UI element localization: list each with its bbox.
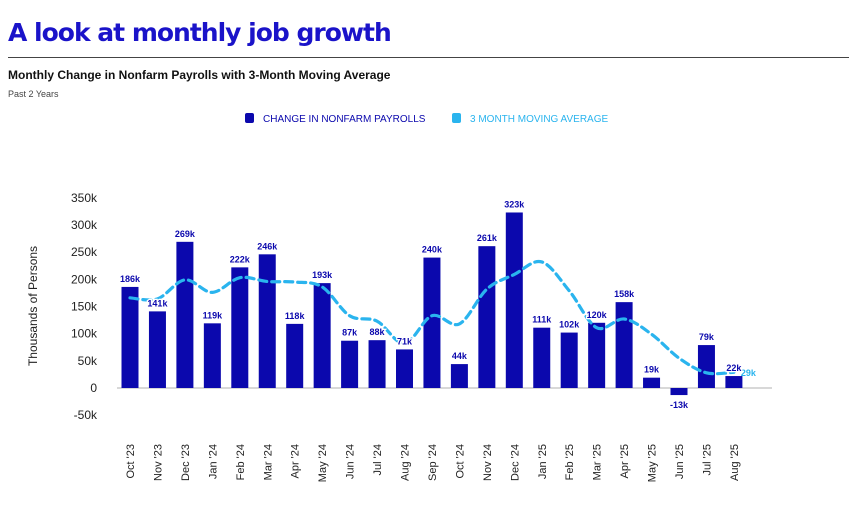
chart-period: Past 2 Years (8, 89, 59, 99)
bar-data-label: 88k (370, 327, 386, 337)
bar (176, 241, 194, 388)
x-tick-label: Oct '23 (125, 444, 137, 479)
x-tick-label: Oct '24 (454, 444, 466, 479)
legend-bar-swatch (245, 113, 254, 123)
bar (368, 340, 386, 388)
x-tick-label: May '24 (317, 444, 329, 482)
legend-bar-label: CHANGE IN NONFARM PAYROLLS (263, 114, 426, 125)
y-tick-label: -50k (74, 408, 98, 422)
x-tick-label: Nov '24 (482, 444, 494, 481)
bar (313, 283, 331, 388)
bar-data-label: 323k (504, 199, 525, 209)
bar-data-label: 44k (452, 351, 468, 361)
x-tick-label: Jul '24 (372, 444, 384, 475)
bar-data-label: 246k (257, 241, 278, 251)
bar (588, 322, 606, 388)
x-tick-label: May '25 (647, 444, 659, 482)
x-tick-label: Apr '25 (619, 444, 631, 479)
bar (148, 311, 166, 388)
x-tick-label: Jul '25 (701, 444, 713, 475)
y-tick-label: 250k (71, 245, 98, 259)
y-tick-label: 150k (71, 299, 98, 313)
bar-data-label: 120k (587, 310, 608, 320)
bar (533, 327, 551, 388)
bar (615, 302, 633, 388)
moving-average-end-label: 29k (741, 368, 757, 378)
chart-subtitle: Monthly Change in Nonfarm Payrolls with … (8, 68, 391, 82)
bar (560, 332, 578, 388)
bar-data-label: 79k (699, 332, 715, 342)
bar (670, 388, 688, 396)
y-tick-label: 50k (78, 354, 98, 368)
bar-data-label: 261k (477, 233, 498, 243)
legend-line-swatch (452, 113, 461, 123)
x-tick-label: Jun '25 (674, 444, 686, 479)
bar-data-label: 102k (559, 320, 580, 330)
bar-data-label: 22k (726, 363, 742, 373)
x-tick-label: Feb '25 (564, 444, 576, 480)
y-tick-label: 300k (71, 218, 98, 232)
y-tick-label: 200k (71, 272, 98, 286)
x-tick-label: Jun '24 (345, 444, 357, 479)
bar (505, 212, 523, 388)
moving-average-series: 29k (128, 259, 757, 378)
bar (725, 376, 743, 388)
bar (643, 377, 661, 388)
bar (341, 340, 359, 388)
bar-data-label: 240k (422, 245, 443, 255)
bar-data-label: 222k (230, 254, 251, 264)
bar-data-label: 269k (175, 229, 196, 239)
x-axis: Oct '23 Nov '23 Dec '23 Jan '24 Feb '24 Mar '… (125, 444, 741, 482)
bar (286, 323, 304, 388)
x-tick-label: Mar '24 (262, 444, 274, 480)
bar-series (121, 212, 743, 396)
x-tick-label: Feb '24 (235, 444, 247, 480)
bar-data-label: 87k (342, 328, 358, 338)
bar-data-label: 186k (120, 274, 141, 284)
x-tick-label: Mar '25 (592, 444, 604, 480)
bar (203, 323, 221, 388)
chart-legend: CHANGE IN NONFARM PAYROLLS 3 MONTH MOVIN… (245, 113, 608, 125)
bar-data-label: 119k (203, 310, 224, 320)
title-divider (8, 57, 849, 58)
bar-data-labels: 186k 141k 269k 119k 222k 246k 118k 193k 87k 88k 71… (119, 198, 744, 411)
x-tick-label: Dec '24 (509, 444, 521, 481)
bar-data-label: 141k (147, 298, 168, 308)
bar-data-label: 19k (644, 365, 660, 375)
bar-data-label: 193k (312, 270, 333, 280)
x-tick-label: Jan '25 (537, 444, 549, 479)
bar-data-label: -13k (670, 400, 689, 410)
y-tick-label: 100k (71, 327, 98, 341)
x-tick-label: Aug '25 (729, 444, 741, 481)
bar (121, 286, 139, 388)
page-title: A look at monthly job growth (8, 18, 392, 47)
legend-line-label: 3 MONTH MOVING AVERAGE (470, 114, 608, 125)
bar-data-label: 71k (397, 336, 413, 346)
bar (423, 257, 441, 388)
bar (450, 364, 468, 388)
y-tick-label: 350k (71, 191, 98, 205)
bar-data-label: 118k (285, 311, 306, 321)
bar (478, 246, 496, 388)
moving-average-line (128, 259, 736, 376)
x-tick-label: Nov '23 (152, 444, 164, 481)
bar (258, 254, 276, 388)
bar-data-label: 158k (614, 289, 635, 299)
bar-data-label: 111k (532, 315, 552, 325)
x-tick-label: Dec '23 (180, 444, 192, 481)
y-tick-label: 0 (90, 381, 97, 395)
x-tick-label: Apr '24 (290, 444, 302, 479)
y-axis: -50k 0 50k 100k 150k 200k 250k 300k 350k (71, 191, 772, 422)
x-tick-label: Jan '24 (207, 444, 219, 479)
bar (396, 349, 413, 388)
y-axis-label: Thousands of Persons (26, 246, 40, 366)
x-tick-label: Sep '24 (427, 444, 439, 481)
bar (231, 267, 249, 388)
x-tick-label: Aug '24 (400, 444, 412, 481)
bar (697, 345, 715, 388)
